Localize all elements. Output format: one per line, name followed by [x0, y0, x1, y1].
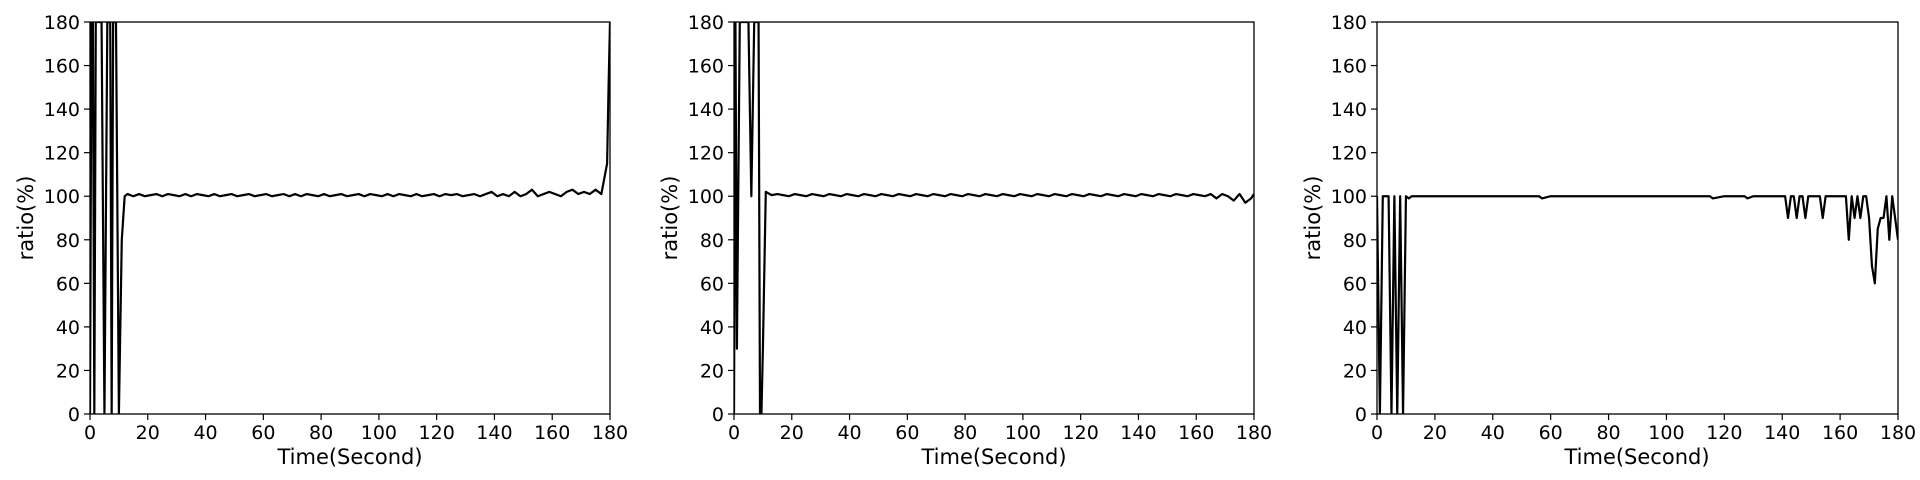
y-tick-label: 140 — [1331, 99, 1367, 121]
x-tick-label: 180 — [1236, 422, 1272, 444]
x-tick-label: 120 — [419, 422, 455, 444]
x-tick-label: 20 — [136, 422, 160, 444]
x-tick-label: 160 — [534, 422, 570, 444]
y-tick-label: 60 — [56, 273, 80, 295]
plot-frame — [1377, 22, 1898, 414]
x-tick-label: 0 — [1371, 422, 1383, 444]
series-line-ratio — [1377, 196, 1898, 414]
y-tick-label: 80 — [700, 230, 724, 252]
x-tick-label: 140 — [476, 422, 512, 444]
series-line-ratio — [90, 22, 610, 414]
y-tick-label: 120 — [688, 143, 724, 165]
y-tick-label: 40 — [1343, 317, 1367, 339]
y-axis-title: ratio(%) — [658, 176, 682, 261]
x-tick-label: 160 — [1822, 422, 1858, 444]
y-tick-label: 120 — [1331, 143, 1367, 165]
y-tick-label: 180 — [44, 12, 80, 34]
x-tick-label: 0 — [728, 422, 740, 444]
x-tick-label: 40 — [193, 422, 217, 444]
x-axis-title: Time(Second) — [920, 445, 1066, 469]
y-tick-label: 80 — [56, 230, 80, 252]
x-tick-label: 100 — [361, 422, 397, 444]
chart-2: ratio(%) Time(Second) 0 20 40 60 80 100 120 140… — [658, 12, 1272, 469]
chart-3: ratio(%) Time(Second) 0 20 40 60 80 100 120 140… — [1301, 12, 1916, 469]
plot-frame — [90, 22, 610, 414]
y-tick-label: 160 — [688, 56, 724, 78]
y-tick-label: 160 — [44, 56, 80, 78]
series-line-ratio — [734, 22, 1254, 414]
x-tick-label: 160 — [1178, 422, 1214, 444]
y-tick-label: 140 — [44, 99, 80, 121]
y-tick-label: 0 — [68, 404, 80, 426]
y-tick-label: 40 — [56, 317, 80, 339]
x-axis-title: Time(Second) — [276, 445, 422, 469]
x-tick-label: 180 — [592, 422, 628, 444]
plot-frame — [734, 22, 1254, 414]
y-tick-label: 100 — [688, 186, 724, 208]
y-tick-label: 20 — [700, 360, 724, 382]
y-tick-label: 100 — [1331, 186, 1367, 208]
y-tick-label: 160 — [1331, 56, 1367, 78]
y-tick-label: 120 — [44, 143, 80, 165]
x-tick-label: 20 — [1423, 422, 1447, 444]
x-tick-label: 100 — [1005, 422, 1041, 444]
y-tick-label: 180 — [688, 12, 724, 34]
x-tick-label: 20 — [780, 422, 804, 444]
x-tick-label: 140 — [1120, 422, 1156, 444]
x-tick-label: 40 — [1481, 422, 1505, 444]
x-tick-label: 140 — [1764, 422, 1800, 444]
x-tick-label: 80 — [309, 422, 333, 444]
y-axis-title: ratio(%) — [1301, 176, 1325, 261]
y-tick-label: 60 — [1343, 273, 1367, 295]
y-tick-label: 0 — [712, 404, 724, 426]
y-tick-label: 0 — [1355, 404, 1367, 426]
x-tick-label: 40 — [837, 422, 861, 444]
x-tick-label: 120 — [1063, 422, 1099, 444]
x-tick-label: 180 — [1880, 422, 1916, 444]
y-tick-label: 40 — [700, 317, 724, 339]
x-axis-title: Time(Second) — [1563, 445, 1709, 469]
y-tick-label: 140 — [688, 99, 724, 121]
x-tick-label: 60 — [1539, 422, 1563, 444]
x-tick-label: 80 — [953, 422, 977, 444]
y-tick-label: 180 — [1331, 12, 1367, 34]
x-tick-label: 60 — [895, 422, 919, 444]
y-tick-label: 80 — [1343, 230, 1367, 252]
y-tick-label: 20 — [56, 360, 80, 382]
x-tick-label: 120 — [1706, 422, 1742, 444]
y-tick-label: 20 — [1343, 360, 1367, 382]
chart-1: ratio(%) Time(Second) 0 20 40 60 80 100 120 140… — [14, 12, 628, 469]
y-tick-label: 100 — [44, 186, 80, 208]
x-tick-label: 60 — [251, 422, 275, 444]
y-axis-title: ratio(%) — [14, 176, 38, 261]
y-tick-label: 60 — [700, 273, 724, 295]
x-tick-label: 80 — [1596, 422, 1620, 444]
x-tick-label: 100 — [1648, 422, 1684, 444]
x-tick-label: 0 — [84, 422, 96, 444]
